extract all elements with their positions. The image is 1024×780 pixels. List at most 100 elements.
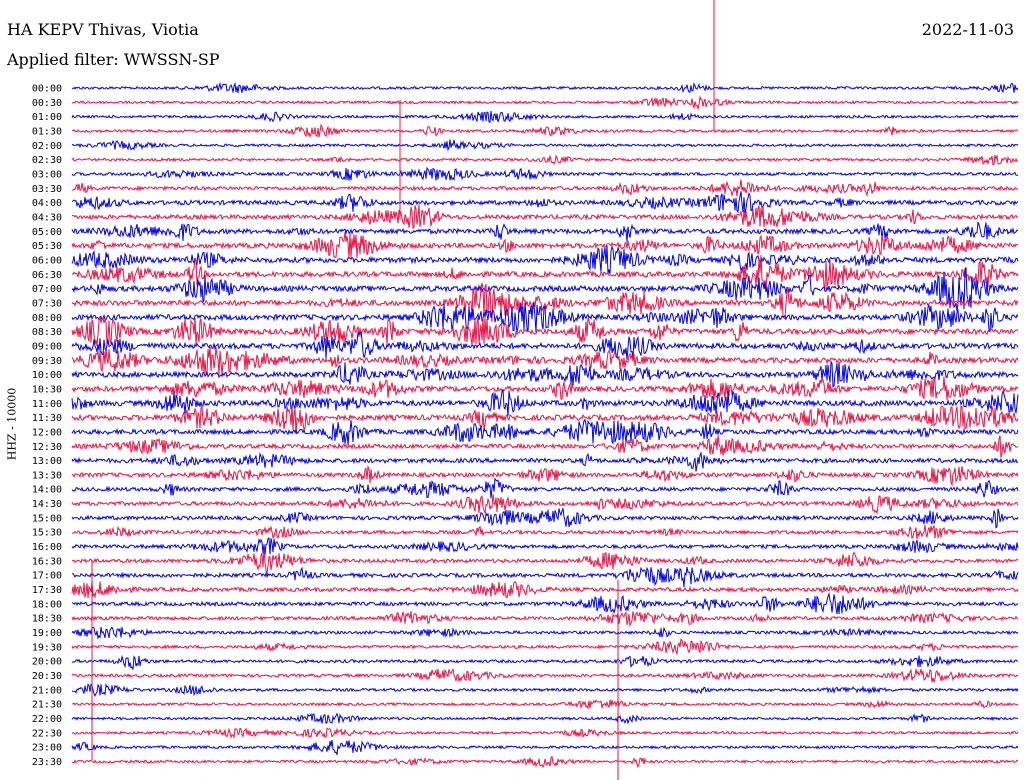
time-label: 01:30: [32, 126, 62, 137]
trace-line: [71, 537, 1019, 555]
time-label: 16:30: [32, 556, 62, 567]
station-title: HA KEPV Thivas, Viotia: [7, 20, 199, 39]
time-label: 08:00: [32, 313, 62, 324]
trace-line: [71, 626, 1019, 640]
time-label: 03:30: [32, 184, 62, 195]
trace-line: [71, 166, 1018, 181]
trace-line: [71, 464, 1019, 487]
time-label-group: 00:00 00:30 01:00 01:30 02:00 02:30 03:00 03:30…: [32, 84, 62, 769]
time-label: 19:30: [32, 642, 62, 653]
trace-line: [71, 123, 1019, 138]
trace-line: [71, 139, 1019, 152]
time-label: 15:30: [32, 528, 62, 539]
trace-line: [71, 739, 1019, 755]
time-label: 15:00: [32, 513, 62, 524]
trace-line: [71, 95, 1019, 111]
trace-line: [71, 727, 1019, 740]
filter-label: Applied filter: WWSSN-SP: [7, 50, 220, 69]
time-label: 19:00: [32, 628, 62, 639]
trace-line: [71, 111, 1019, 123]
time-label: 20:30: [32, 671, 62, 682]
time-label: 09:30: [32, 356, 62, 367]
time-label: 07:30: [32, 298, 62, 309]
time-label: 02:00: [32, 141, 62, 152]
time-label: 05:30: [32, 241, 62, 252]
trace-line: [71, 477, 1019, 499]
trace-line: [71, 389, 1019, 416]
trace-line: [71, 638, 1019, 656]
time-label: 12:00: [32, 427, 62, 438]
trace-line: [71, 244, 1019, 275]
trace-line: [71, 451, 1019, 472]
time-label: 04:30: [32, 212, 62, 223]
time-label: 17:30: [32, 585, 62, 596]
time-label: 10:30: [32, 384, 62, 395]
trace-line: [71, 435, 1019, 458]
trace-line: [71, 315, 1019, 346]
time-label: 00:00: [32, 84, 62, 95]
trace-line: [71, 255, 1019, 293]
trace-line: [71, 360, 1019, 388]
trace-line: [71, 154, 1019, 166]
trace-line: [71, 331, 1019, 360]
time-label: 23:30: [32, 757, 62, 768]
time-label: 22:00: [32, 714, 62, 725]
time-label: 21:30: [32, 700, 62, 711]
time-label: 06:30: [32, 270, 62, 281]
time-label: 02:30: [32, 155, 62, 166]
time-label: 09:00: [32, 341, 62, 352]
trace-line: [71, 346, 1019, 376]
trace-line: [71, 508, 1019, 529]
trace-line: [71, 755, 1019, 769]
trace-line: [71, 232, 1019, 258]
time-label: 06:00: [32, 255, 62, 266]
date-label: 2022-11-03: [921, 20, 1014, 39]
time-label: 16:00: [32, 542, 62, 553]
time-label: 14:00: [32, 485, 62, 496]
trace-line: [71, 191, 1019, 214]
trace-line: [71, 654, 1018, 670]
trace-line: [71, 566, 1019, 588]
time-label: 05:00: [32, 227, 62, 238]
time-label: 07:00: [32, 284, 62, 295]
trace-line: [71, 592, 1019, 615]
trace-line: [71, 683, 1019, 697]
time-label: 11:30: [32, 413, 62, 424]
trace-line: [71, 418, 1019, 446]
trace-line: [71, 376, 1019, 400]
time-label: 13:00: [32, 456, 62, 467]
trace-line: [71, 667, 1019, 684]
trace-line: [71, 405, 1019, 435]
time-label: 21:00: [32, 685, 62, 696]
trace-line: [71, 581, 1019, 599]
time-label: 17:00: [32, 571, 62, 582]
trace-line: [71, 221, 1019, 242]
time-label: 14:30: [32, 499, 62, 510]
trace-line: [71, 611, 1019, 628]
trace-line: [71, 493, 1019, 515]
trace-line: [71, 524, 1019, 540]
trace-group: [71, 0, 1019, 780]
time-label: 10:00: [32, 370, 62, 381]
time-label: 23:00: [32, 743, 62, 754]
trace-line: [71, 282, 1019, 322]
trace-line: [71, 266, 1019, 312]
time-label: 13:30: [32, 470, 62, 481]
time-label: 20:00: [32, 657, 62, 668]
time-label: 22:30: [32, 728, 62, 739]
time-label: 18:30: [32, 614, 62, 625]
time-label: 12:30: [32, 442, 62, 453]
time-label: 01:00: [32, 112, 62, 123]
trace-line: [71, 204, 1019, 230]
trace-line: [71, 179, 1019, 198]
trace-line: [71, 548, 1019, 576]
time-label: 11:00: [32, 399, 62, 410]
time-label: 03:00: [32, 169, 62, 180]
time-label: 08:30: [32, 327, 62, 338]
time-label: 00:30: [32, 98, 62, 109]
time-label: 18:00: [32, 599, 62, 610]
trace-line: [71, 302, 1019, 333]
trace-line: [71, 712, 1019, 725]
time-label: 04:00: [32, 198, 62, 209]
